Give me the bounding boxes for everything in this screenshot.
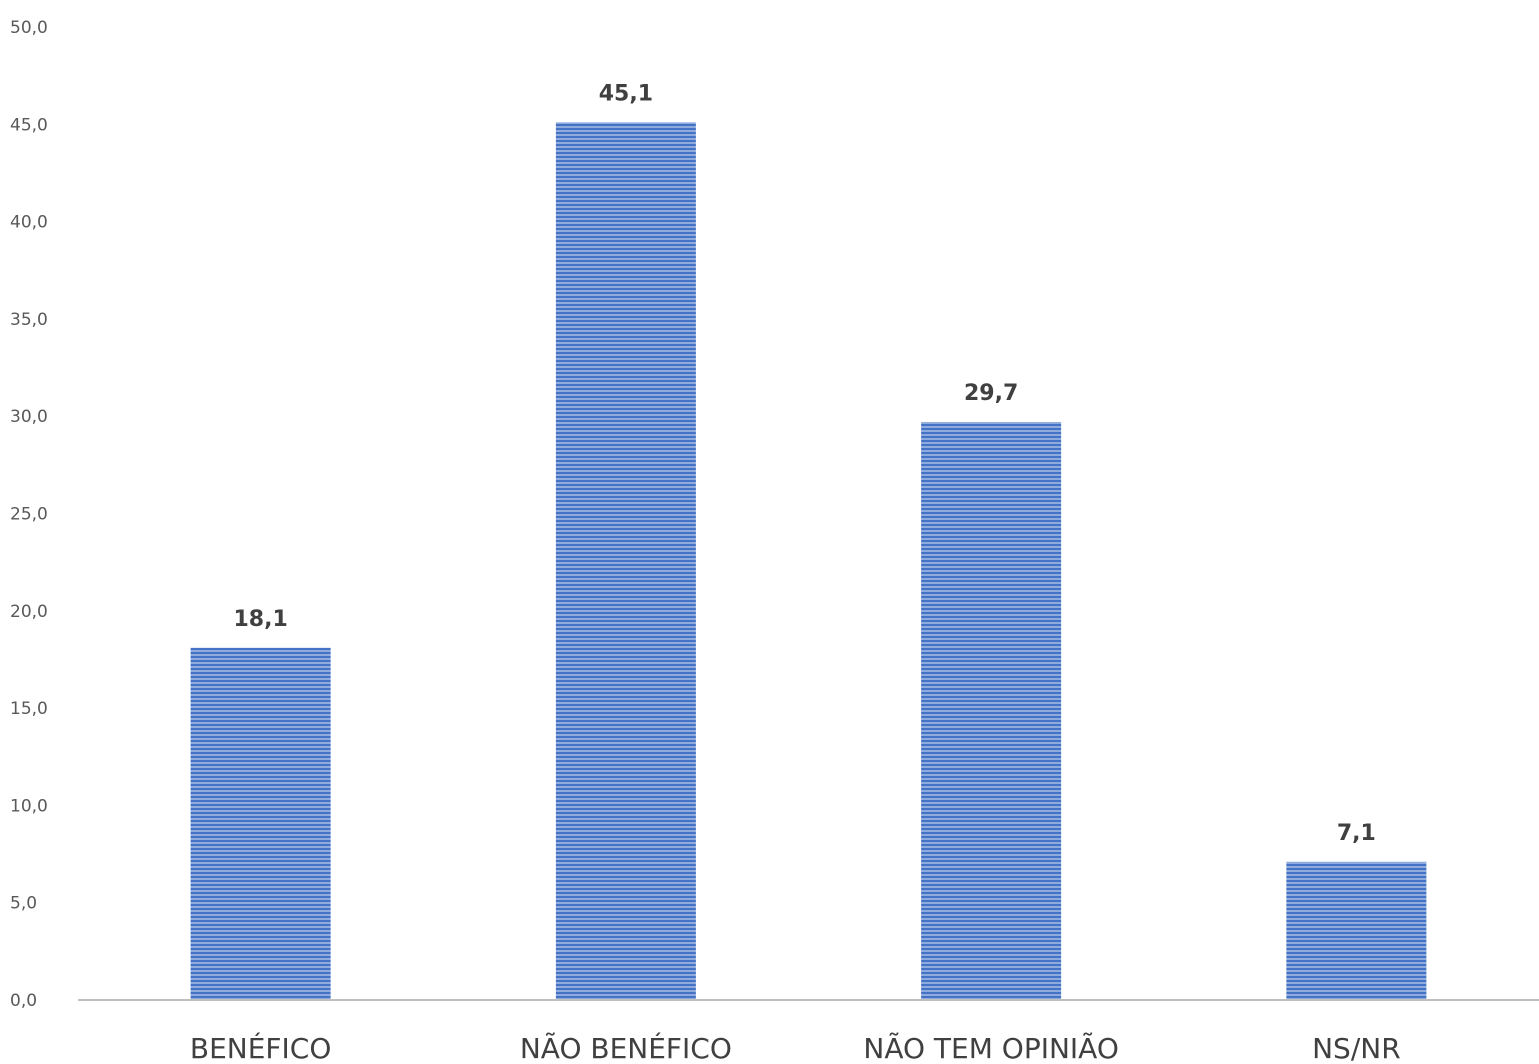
y-tick-label: 40,0 (10, 213, 48, 233)
y-tick-label: 15,0 (10, 699, 48, 719)
bar (190, 647, 331, 1000)
y-tick-label: 30,0 (10, 407, 48, 427)
y-tick-label: 0,0 (10, 991, 37, 1011)
y-tick-label: 25,0 (10, 505, 48, 525)
bar (1286, 861, 1427, 1000)
x-tick-label: NS/NR (1312, 1032, 1401, 1064)
bar (921, 422, 1062, 1001)
data-label: 18,1 (233, 607, 287, 632)
bars (190, 122, 1427, 1001)
x-axis-tick-labels: BENÉFICO NÃO BENÉFICO NÃO TEM OPINIÃO NS/NR (190, 1031, 1401, 1064)
x-tick-label: BENÉFICO (190, 1031, 332, 1064)
bar (555, 122, 696, 1000)
data-label: 7,1 (1337, 821, 1376, 846)
y-axis-tick-labels: 0,0 5,0 10,0 15,0 20,0 25,0 30,0 35,0 40,0 45,0 50… (10, 18, 48, 1011)
y-tick-label: 45,0 (10, 115, 48, 135)
x-tick-label: NÃO BENÉFICO (520, 1031, 732, 1064)
data-label: 45,1 (599, 81, 653, 106)
data-label: 29,7 (964, 381, 1018, 406)
y-tick-label: 35,0 (10, 310, 48, 330)
x-tick-label: NÃO TEM OPINIÃO (863, 1032, 1119, 1064)
y-tick-label: 20,0 (10, 602, 48, 622)
y-tick-label: 5,0 (10, 894, 37, 914)
y-tick-label: 50,0 (10, 18, 48, 38)
y-tick-label: 10,0 (10, 796, 48, 816)
data-labels: 18,1 45,1 29,7 7,1 (233, 81, 1375, 845)
